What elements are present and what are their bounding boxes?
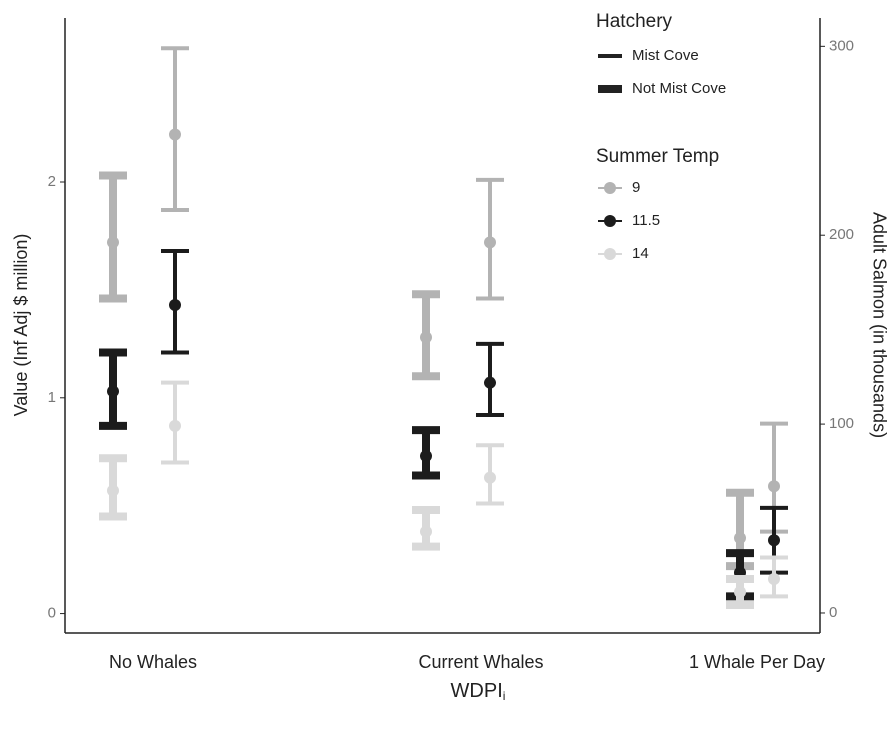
- point: [734, 586, 746, 598]
- point: [484, 471, 496, 484]
- point: [169, 128, 181, 141]
- point: [107, 236, 119, 249]
- point: [734, 532, 746, 545]
- legend-swatch: [604, 248, 616, 260]
- point: [107, 484, 119, 497]
- y-axis-title: Value (Inf Adj $ million): [11, 234, 31, 417]
- x-axis-title-sub: i: [503, 689, 506, 703]
- y-tick-label: 1: [48, 389, 56, 406]
- point: [420, 525, 432, 538]
- y-tick-label: 2: [48, 173, 56, 190]
- point: [768, 480, 780, 493]
- legend-swatch: [604, 215, 616, 227]
- point: [420, 450, 432, 463]
- point: [484, 376, 496, 389]
- legend-label: 11.5: [632, 212, 660, 229]
- y2-tick-label: 300: [829, 37, 854, 54]
- x-tick-label: 1 Whale Per Day: [689, 652, 825, 672]
- x-axis-title-main: WDPI: [451, 680, 503, 702]
- point: [420, 331, 432, 344]
- legend-label: 9: [632, 179, 640, 196]
- y2-tick-label: 100: [829, 415, 854, 432]
- x-axis-title: WDPIi: [451, 680, 506, 703]
- point: [107, 385, 119, 398]
- y2-axis-title: Adult Salmon (in thousands): [869, 212, 889, 438]
- x-tick-label: Current Whales: [418, 652, 543, 672]
- x-tick-label: No Whales: [109, 652, 197, 672]
- point: [169, 299, 181, 311]
- point: [768, 534, 780, 547]
- legend-label: Not Mist Cove: [632, 80, 726, 97]
- legend-label: Mist Cove: [632, 47, 699, 64]
- legend-swatch: [604, 182, 616, 194]
- point: [169, 419, 181, 432]
- y2-tick-label: 200: [829, 226, 854, 243]
- y2-tick-label: 0: [829, 604, 837, 621]
- y-tick-label: 0: [48, 605, 56, 622]
- legend-label: 14: [632, 245, 649, 262]
- legend-title: Hatchery: [596, 11, 673, 32]
- point: [768, 573, 780, 586]
- legend-title: Summer Temp: [596, 146, 719, 167]
- point: [484, 236, 496, 249]
